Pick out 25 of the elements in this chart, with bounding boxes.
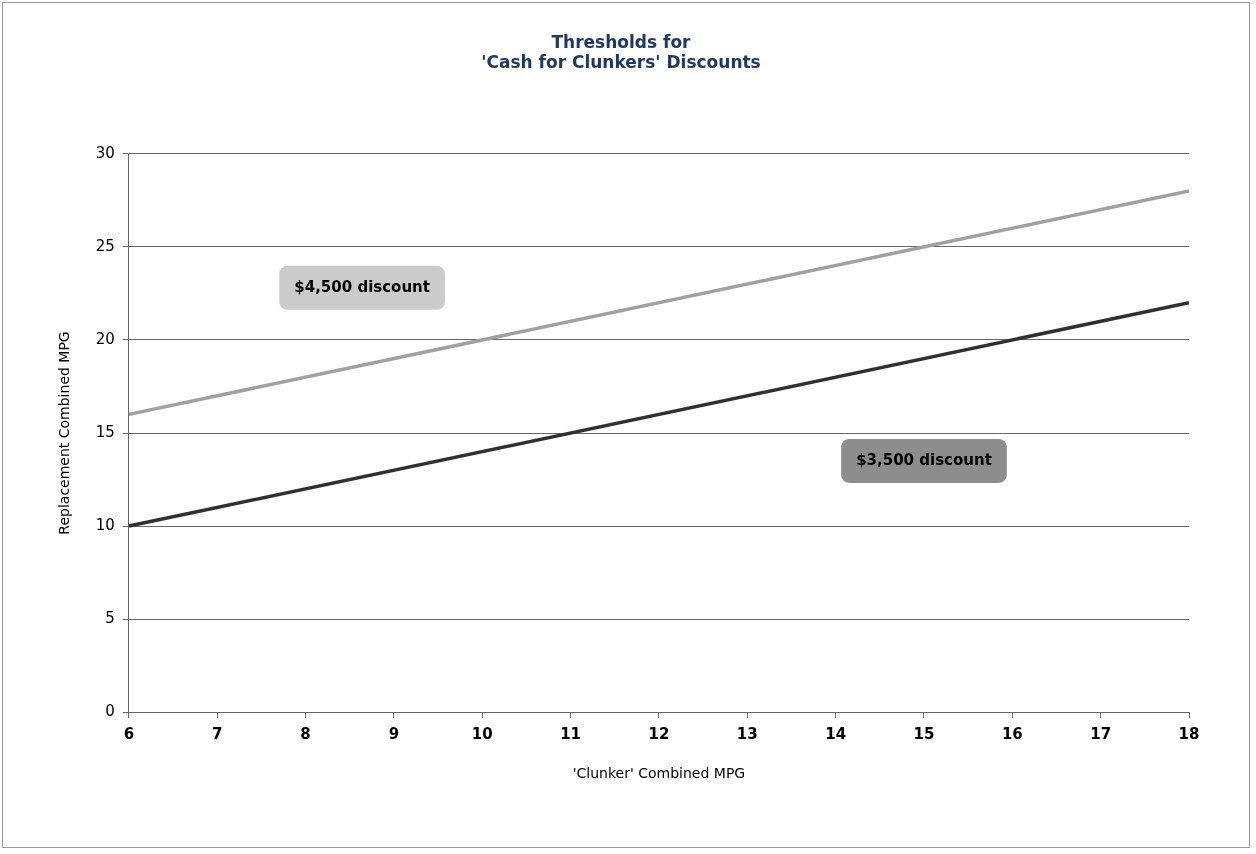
x-tick-label: 10 — [471, 725, 493, 744]
x-tick-label: 11 — [560, 725, 582, 744]
x-tick-label: 17 — [1090, 725, 1112, 744]
text: $3,500 discount — [856, 450, 992, 469]
y-tick-label: 5 — [105, 609, 115, 628]
x-axis-title: 'Clunker' Combined MPG — [572, 765, 746, 782]
x-tick-label: 16 — [1001, 725, 1023, 744]
text: $4,500 discount — [294, 277, 430, 296]
y-tick-label: 25 — [95, 236, 115, 255]
y-tick-label: 15 — [95, 422, 115, 441]
y-tick-label: 30 — [95, 143, 115, 162]
y-tick-label: 0 — [105, 702, 115, 721]
x-tick-label: 13 — [736, 725, 758, 744]
y-axis-title: Replacement Combined MPG — [56, 331, 73, 535]
x-tick-label: 6 — [123, 725, 135, 744]
chart-title: Thresholds for 'Cash for Clunkers' Discounts — [481, 31, 761, 73]
x-tick-label: 8 — [300, 725, 311, 744]
x-tick-label: 9 — [388, 725, 400, 744]
x-tick-label: 14 — [825, 725, 847, 744]
y-tick-label: 20 — [95, 329, 115, 348]
y-tick-label: 10 — [95, 515, 115, 534]
x-tick-label: 12 — [648, 725, 670, 744]
x-tick-label: 7 — [212, 725, 223, 744]
x-tick-label: 18 — [1178, 725, 1200, 744]
x-tick-label: 15 — [913, 725, 935, 744]
